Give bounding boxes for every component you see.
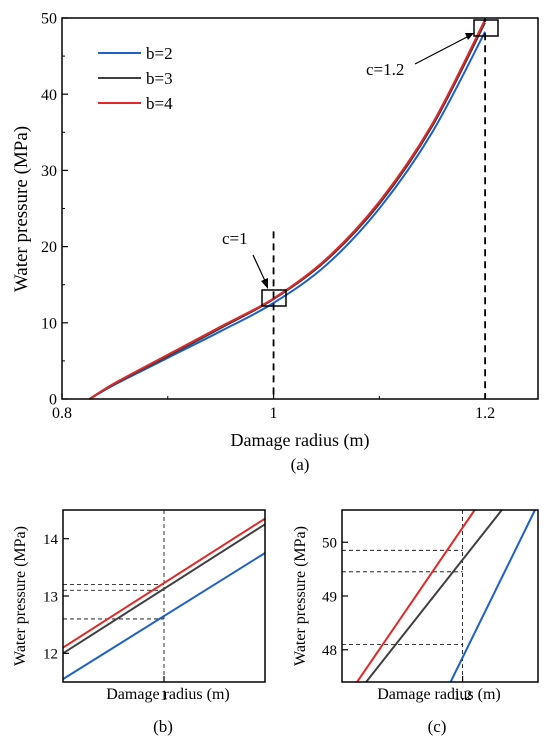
- panel-c: 1.2 48 49 50 Damage radius (m) Water pressu…: [292, 509, 539, 736]
- panel-a: 0.8 1 1.2 0 10 20 30 40 50 b=2 b=3 b=4 c=1 c=1.2…: [11, 11, 539, 474]
- y-tick-label: 50: [322, 536, 337, 552]
- annotation-c1-label: c=1: [222, 229, 248, 248]
- panel-a-x-axis-label: Damage radius (m): [231, 430, 370, 451]
- legend: b=2 b=3 b=4: [98, 44, 173, 113]
- annotation-c1-box: [261, 289, 287, 307]
- y-tick-label: 14: [43, 532, 59, 548]
- annotation-c12: c=1.2: [366, 19, 499, 79]
- panel-b-x-axis-label: Damage radius (m): [106, 686, 230, 703]
- series-line-b4: [356, 509, 476, 683]
- panel-c-y-axis-label: Water pressure (MPa): [292, 526, 309, 666]
- panel-a-y-axis-label: Water pressure (MPa): [11, 126, 32, 292]
- series-line-b4: [88, 19, 487, 400]
- panel-c-x-axis-label: Damage radius (m): [377, 686, 501, 703]
- legend-label-b2: b=2: [146, 44, 173, 63]
- y-tick-label: 40: [41, 87, 57, 104]
- y-tick-label: 10: [41, 315, 57, 332]
- y-tick-label: 12: [43, 647, 58, 663]
- panel-a-curves: [88, 19, 487, 400]
- panel-b-caption: (b): [153, 717, 173, 736]
- series-line-b3: [62, 523, 266, 655]
- series-line-b2: [449, 509, 536, 683]
- annotation-c1-arrowhead: [261, 278, 268, 289]
- panel-b-curves: [62, 517, 266, 680]
- x-tick-label: 1.2: [475, 405, 495, 422]
- panel-c-ticks: [342, 541, 464, 682]
- annotation-c12-label: c=1.2: [366, 60, 404, 79]
- legend-label-b4: b=4: [146, 94, 173, 113]
- y-tick-label: 50: [41, 11, 57, 28]
- panel-c-curves: [356, 509, 536, 683]
- series-line-b4: [62, 517, 266, 649]
- panel-b-y-axis-label: Water pressure (MPa): [12, 526, 29, 666]
- y-tick-label: 48: [322, 643, 337, 659]
- panel-a-frame: [61, 17, 539, 400]
- panel-b-guide-lines: [63, 510, 165, 682]
- annotation-c12-arrowhead: [465, 33, 474, 40]
- panel-a-ticks: [61, 17, 486, 400]
- panel-c-tick-labels: 1.2 48 49 50: [322, 536, 472, 705]
- legend-label-b3: b=3: [146, 69, 173, 88]
- panel-c-guide-lines: [342, 510, 464, 682]
- panel-c-frame: [341, 509, 539, 683]
- y-tick-label: 49: [322, 589, 337, 605]
- panel-b-tick-labels: 1 12 13 14: [43, 532, 168, 704]
- x-tick-label: 0.8: [52, 405, 72, 422]
- annotation-c12-arrow: [414, 36, 468, 65]
- panel-b-ticks: [63, 538, 165, 682]
- x-tick-label: 1.2: [453, 688, 472, 704]
- annotation-c1: c=1: [222, 229, 287, 307]
- y-tick-label: 30: [41, 163, 57, 180]
- x-tick-label: 1: [270, 405, 278, 422]
- panel-b: 1 12 13 14 Damage radius (m) Water pressure…: [12, 509, 266, 736]
- series-line-b3: [365, 509, 503, 683]
- panel-c-caption: (c): [428, 717, 447, 736]
- panel-a-tick-labels: 0.8 1 1.2 0 10 20 30 40 50: [41, 11, 495, 422]
- annotation-c1-arrow: [252, 254, 267, 284]
- series-line-b2: [62, 552, 266, 680]
- panel-a-caption: (a): [291, 455, 310, 474]
- y-tick-label: 13: [43, 589, 58, 605]
- x-tick-label: 1: [160, 688, 168, 704]
- y-tick-label: 0: [49, 392, 57, 409]
- y-tick-label: 20: [41, 239, 57, 256]
- annotation-c12-box: [473, 19, 499, 37]
